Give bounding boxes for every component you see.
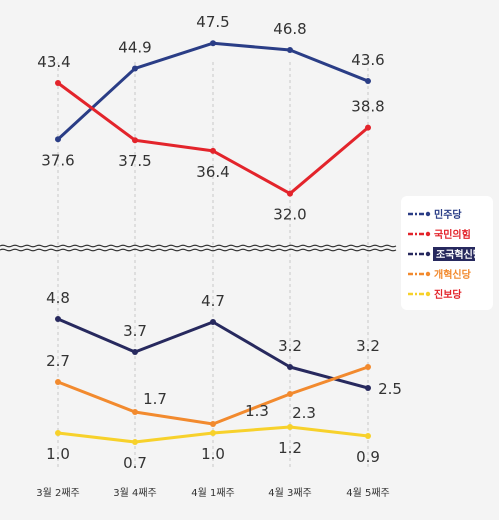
series-0-point-1 — [132, 65, 138, 72]
series-4-point-0 — [55, 430, 61, 436]
series-2-point-2 — [210, 319, 216, 325]
series-layer — [55, 40, 371, 445]
series-0-label-2: 47.5 — [196, 13, 229, 31]
x-tick-label-3: 4월 3째주 — [268, 487, 312, 499]
series-2-label-4: 2.5 — [378, 380, 402, 398]
legend-swatch-dot-2 — [425, 251, 431, 257]
series-1-label-3: 32.0 — [273, 206, 306, 224]
legend-swatch-dot-3 — [425, 271, 431, 277]
series-0-label-4: 43.6 — [351, 51, 384, 69]
series-2-label-3: 3.2 — [278, 337, 302, 355]
series-3-point-2 — [210, 421, 216, 427]
series-2-point-1 — [132, 349, 138, 355]
series-3-label-1: 1.7 — [143, 390, 167, 408]
series-1-point-2 — [210, 147, 216, 154]
series-4-label-2: 1.0 — [201, 445, 225, 463]
series-4-point-4 — [365, 433, 371, 439]
legend-label-3: 개혁신당 — [434, 268, 472, 281]
series-2-label-0: 4.8 — [46, 289, 70, 307]
series-0-point-4 — [365, 78, 371, 85]
series-0-label-1: 44.9 — [118, 38, 151, 56]
series-4-point-3 — [287, 424, 293, 430]
series-3-point-0 — [55, 379, 61, 385]
series-4-label-1: 0.7 — [123, 454, 147, 472]
axis-break — [0, 244, 397, 252]
axis-break-line-bottom — [0, 248, 397, 252]
legend-label-2: 조국혁신당 — [436, 248, 483, 261]
axis-break-line-top — [0, 244, 397, 248]
series-3-label-3: 2.3 — [292, 404, 316, 422]
series-1-point-1 — [132, 137, 138, 144]
series-3-point-4 — [365, 364, 371, 370]
legend-label-0: 민주당 — [434, 208, 462, 221]
series-1-label-0: 43.4 — [37, 53, 70, 71]
x-tick-label-2: 4월 1째주 — [191, 487, 235, 499]
series-1-point-4 — [365, 124, 371, 131]
series-2-point-0 — [55, 316, 61, 322]
value-label-layer: 37.6 44.9 47.5 46.8 43.6 43.4 37.5 36.4 32.0 38.8… — [37, 13, 402, 472]
x-tick-labels: 3월 2째주 3월 4째주 4월 1째주 4월 3째주 4월 5째주 — [36, 487, 390, 499]
legend-logo-bg-2 — [433, 247, 475, 261]
series-0-point-3 — [287, 47, 293, 54]
series-3-point-1 — [132, 409, 138, 415]
series-0-point-2 — [210, 40, 216, 47]
series-2-point-4 — [365, 385, 371, 391]
series-2-point-3 — [287, 364, 293, 370]
x-tick-label-1: 3월 4째주 — [113, 487, 157, 499]
grid-lines — [57, 62, 369, 470]
series-2-label-1: 3.7 — [123, 322, 147, 340]
legend-swatch-dot-4 — [425, 291, 431, 297]
series-2-label-2: 4.7 — [201, 292, 225, 310]
series-0-point-0 — [55, 136, 61, 143]
series-line-2 — [57, 317, 369, 390]
series-3-label-4: 3.2 — [356, 337, 380, 355]
series-1-label-4: 38.8 — [351, 98, 384, 116]
series-4-point-2 — [210, 430, 216, 436]
series-1-point-0 — [55, 80, 61, 86]
series-3-label-0: 2.7 — [46, 352, 70, 370]
legend-swatch-dot-1 — [425, 231, 431, 237]
series-4-label-3: 1.2 — [278, 439, 302, 457]
legend-label-1: 국민의힘 — [434, 228, 471, 241]
series-0-label-3: 46.8 — [273, 20, 306, 38]
series-4-label-0: 1.0 — [46, 445, 70, 463]
series-3-point-3 — [287, 391, 293, 397]
series-3-label-2: 1.3 — [245, 402, 269, 420]
x-tick-label-4: 4월 5째주 — [346, 487, 390, 499]
series-4-label-4: 0.9 — [356, 448, 380, 466]
series-4-point-1 — [132, 439, 138, 445]
legend-label-4: 진보당 — [434, 288, 462, 301]
series-1-label-1: 37.5 — [118, 152, 151, 170]
series-0-label-0: 37.6 — [41, 151, 74, 169]
legend-swatch-dot-0 — [425, 211, 431, 217]
x-tick-label-0: 3월 2째주 — [36, 487, 80, 499]
series-1-label-2: 36.4 — [196, 163, 229, 181]
series-1-point-3 — [287, 190, 293, 197]
